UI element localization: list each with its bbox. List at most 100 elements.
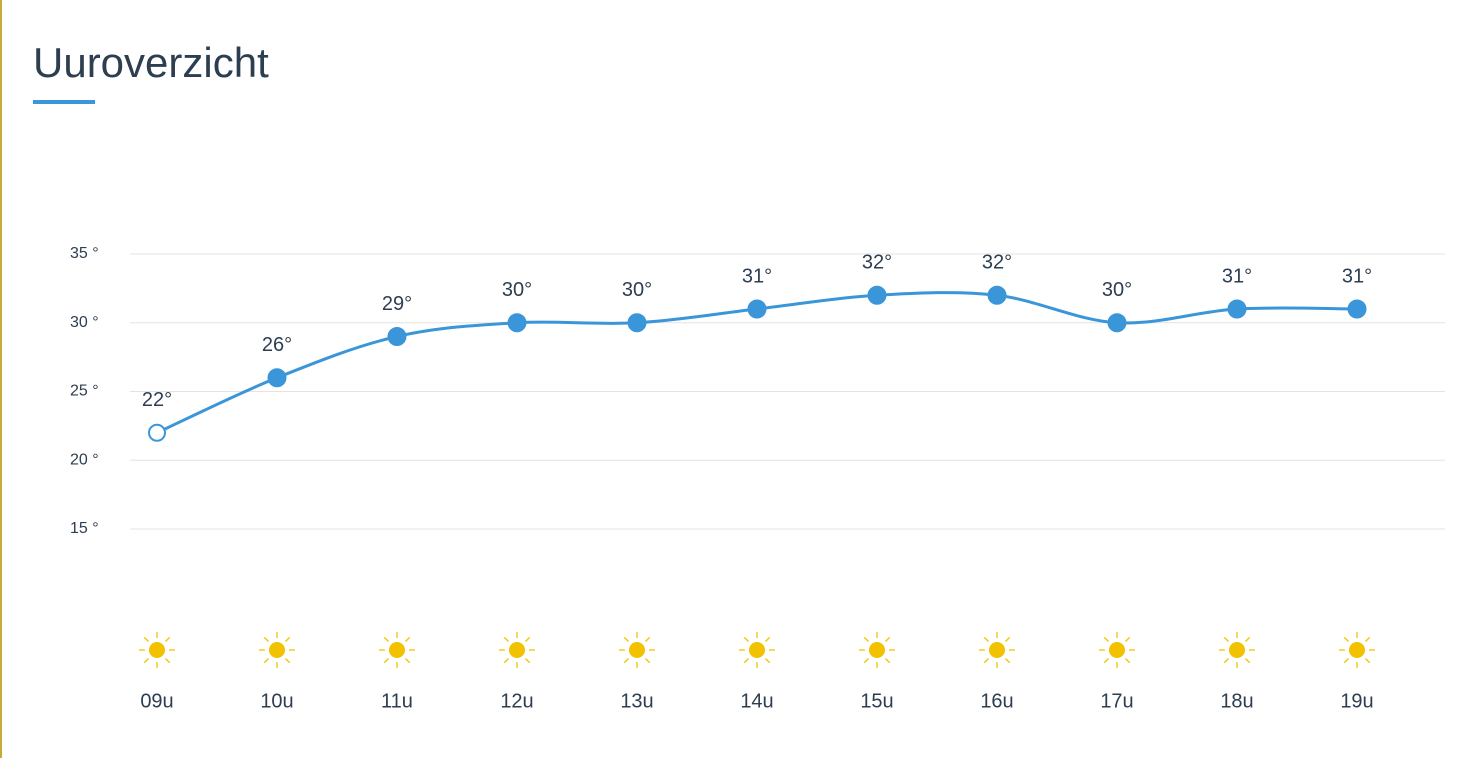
sun-ray xyxy=(503,636,509,642)
value-label: 31° xyxy=(1222,265,1252,287)
sun-ray xyxy=(743,658,749,664)
sun-core xyxy=(509,642,525,658)
point xyxy=(987,285,1007,305)
x-tick-label: 18u xyxy=(1220,690,1253,712)
sun-ray xyxy=(1005,636,1011,642)
weather-icon xyxy=(739,632,775,668)
value-label: 31° xyxy=(742,265,772,287)
sun-ray xyxy=(623,658,629,664)
sun-core xyxy=(749,642,765,658)
sun-ray xyxy=(383,658,389,664)
point xyxy=(507,313,527,333)
sun-ray xyxy=(1365,636,1371,642)
left-border xyxy=(0,0,2,758)
x-tick-label: 17u xyxy=(1100,690,1133,712)
weather-icon xyxy=(259,632,295,668)
sun-ray xyxy=(143,658,149,664)
sun-ray xyxy=(743,636,749,642)
sun-ray xyxy=(1005,658,1011,664)
weather-icon xyxy=(499,632,535,668)
value-label: 32° xyxy=(862,252,892,274)
point xyxy=(1107,313,1127,333)
y-tick-label: 15 ° xyxy=(70,520,99,537)
sun-ray xyxy=(983,658,989,664)
point xyxy=(387,327,407,346)
value-label: 22° xyxy=(142,389,172,411)
value-label: 29° xyxy=(382,293,412,315)
point xyxy=(747,299,767,319)
sun-ray xyxy=(285,636,291,642)
point xyxy=(267,368,287,388)
sun-ray xyxy=(863,636,869,642)
sun-ray xyxy=(1343,636,1349,642)
sun-ray xyxy=(1223,636,1229,642)
sun-core xyxy=(629,642,645,658)
sun-ray xyxy=(503,658,509,664)
sun-ray xyxy=(1245,658,1251,664)
value-label: 30° xyxy=(502,279,532,301)
chart-title: Uuroverzicht xyxy=(33,39,269,86)
sun-ray xyxy=(983,636,989,642)
sun-ray xyxy=(1103,636,1109,642)
sun-ray xyxy=(645,636,651,642)
x-tick-label: 12u xyxy=(500,690,533,712)
sun-ray xyxy=(1125,636,1131,642)
point xyxy=(1347,299,1367,319)
sun-core xyxy=(989,642,1005,658)
x-tick-label: 14u xyxy=(740,690,773,712)
y-tick-label: 35 ° xyxy=(70,245,99,262)
x-tick-label: 13u xyxy=(620,690,653,712)
sun-core xyxy=(1349,642,1365,658)
title-underline xyxy=(33,100,95,104)
weather-icon xyxy=(979,632,1015,668)
weather-icon xyxy=(1339,632,1375,668)
sun-ray xyxy=(525,636,531,642)
sun-ray xyxy=(1125,658,1131,664)
sun-ray xyxy=(1103,658,1109,664)
sun-ray xyxy=(405,658,411,664)
sun-ray xyxy=(765,658,771,664)
sun-ray xyxy=(885,636,891,642)
x-tick-label: 16u xyxy=(980,690,1013,712)
x-tick-label: 10u xyxy=(260,690,293,712)
x-tick-label: 11u xyxy=(381,690,413,712)
y-tick-label: 30 ° xyxy=(70,314,99,331)
sun-ray xyxy=(143,636,149,642)
sun-ray xyxy=(1245,636,1251,642)
sun-ray xyxy=(623,636,629,642)
sun-core xyxy=(869,642,885,658)
sun-core xyxy=(1229,642,1245,658)
value-label: 31° xyxy=(1342,265,1372,287)
weather-icon xyxy=(859,632,895,668)
value-label: 26° xyxy=(262,334,292,356)
point xyxy=(1227,299,1247,319)
sun-core xyxy=(149,642,165,658)
sun-core xyxy=(389,642,405,658)
sun-ray xyxy=(863,658,869,664)
sun-core xyxy=(269,642,285,658)
weather-icon xyxy=(139,632,175,668)
sun-ray xyxy=(285,658,291,664)
sun-ray xyxy=(645,658,651,664)
weather-icon xyxy=(1219,632,1255,668)
weather-icon xyxy=(379,632,415,668)
x-tick-label: 15u xyxy=(860,690,893,712)
sun-ray xyxy=(1223,658,1229,664)
value-label: 30° xyxy=(622,279,652,301)
point xyxy=(148,423,166,442)
x-tick-label: 09u xyxy=(140,690,173,712)
sun-ray xyxy=(165,636,171,642)
sun-ray xyxy=(405,636,411,642)
sun-ray xyxy=(383,636,389,642)
sun-core xyxy=(1109,642,1125,658)
sun-ray xyxy=(525,658,531,664)
x-tick-label: 19u xyxy=(1340,690,1373,712)
weather-icon xyxy=(619,632,655,668)
sun-ray xyxy=(885,658,891,664)
sun-ray xyxy=(263,658,269,664)
value-label: 30° xyxy=(1102,279,1132,301)
value-label: 32° xyxy=(982,252,1012,274)
